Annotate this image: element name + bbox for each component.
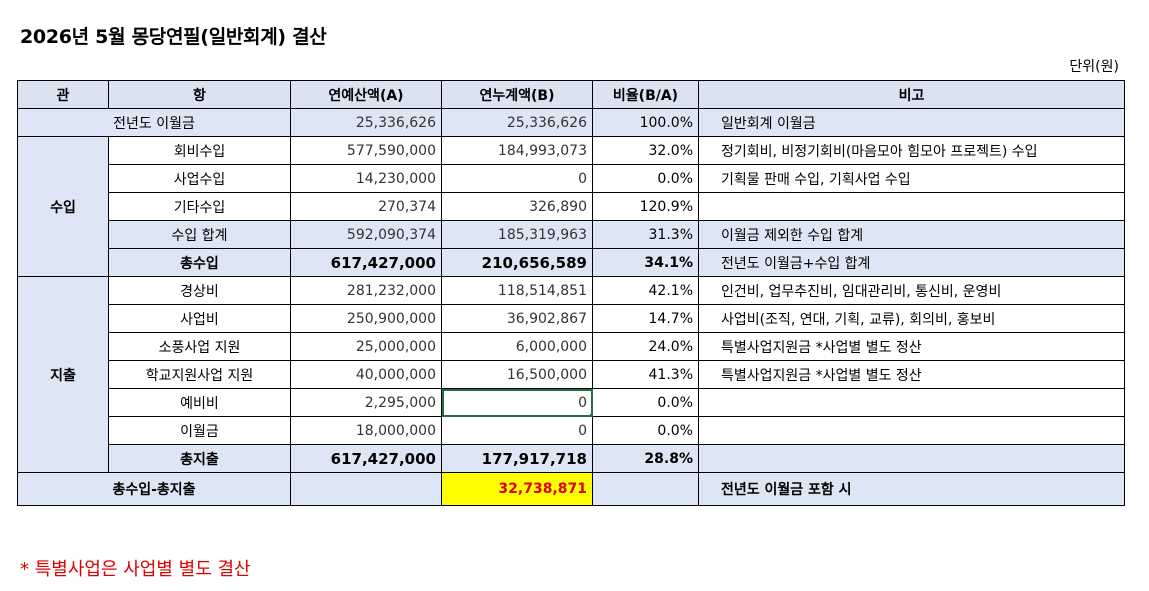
income-group-label[interactable]: 수입 — [17, 136, 109, 277]
row-ratio[interactable]: 120.9% — [592, 192, 699, 221]
row-note[interactable] — [698, 416, 1125, 445]
row-label[interactable]: 사업비 — [108, 304, 291, 333]
table-row: 수입 합계 592,090,374 185,319,963 31.3% 이월금 … — [17, 220, 1125, 249]
row-budget[interactable]: 14,230,000 — [290, 164, 442, 193]
carryover-note[interactable]: 일반회계 이월금 — [698, 108, 1125, 137]
table-row: 사업비 250,900,000 36,902,867 14.7% 사업비(조직,… — [18, 304, 1125, 333]
row-note[interactable] — [698, 192, 1125, 221]
row-note[interactable] — [698, 444, 1125, 473]
row-budget[interactable]: 40,000,000 — [290, 360, 442, 389]
balance-budget-cell[interactable] — [290, 472, 442, 506]
row-note[interactable]: 인건비, 업무추진비, 임대관리비, 통신비, 운영비 — [698, 276, 1125, 305]
row-budget[interactable]: 617,427,000 — [290, 248, 442, 277]
row-actual[interactable]: 210,656,589 — [441, 248, 593, 277]
balance-note[interactable]: 전년도 이월금 포함 시 — [698, 472, 1125, 506]
header-row: 관 항 연예산액(A) 연누계액(B) 비율(B/A) 비고 — [17, 80, 1125, 109]
row-budget[interactable]: 25,000,000 — [290, 332, 442, 361]
row-budget[interactable]: 577,590,000 — [290, 136, 442, 165]
row-label[interactable]: 소풍사업 지원 — [108, 332, 291, 361]
balance-actual[interactable]: 32,738,871 — [441, 472, 593, 506]
settlement-table: 관 항 연예산액(A) 연누계액(B) 비율(B/A) 비고 전년도 이월금 2… — [17, 80, 1125, 506]
row-actual[interactable]: 0 — [441, 164, 593, 193]
row-ratio[interactable]: 14.7% — [592, 304, 699, 333]
row-label[interactable]: 사업수입 — [108, 164, 291, 193]
header-ratio[interactable]: 비율(B/A) — [592, 80, 699, 109]
header-budget[interactable]: 연예산액(A) — [290, 80, 442, 109]
row-ratio[interactable]: 31.3% — [592, 220, 699, 249]
balance-row: 총수입-총지출 32,738,871 전년도 이월금 포함 시 — [17, 472, 1125, 506]
row-actual[interactable]: 184,993,073 — [441, 136, 593, 165]
balance-label[interactable]: 총수입-총지출 — [17, 472, 291, 506]
row-actual[interactable]: 118,514,851 — [441, 276, 593, 305]
row-budget[interactable]: 2,295,000 — [290, 388, 442, 417]
table-row: 지출 경상비 281,232,000 118,514,851 42.1% 인건비… — [17, 276, 1125, 473]
row-ratio[interactable]: 0.0% — [592, 388, 699, 417]
table-row: 총지출 617,427,000 177,917,718 28.8% — [17, 444, 1125, 473]
row-label[interactable]: 기타수입 — [108, 192, 291, 221]
header-actual[interactable]: 연누계액(B) — [441, 80, 593, 109]
row-ratio[interactable]: 42.1% — [592, 276, 699, 305]
row-actual[interactable]: 326,890 — [441, 192, 593, 221]
row-budget[interactable]: 250,900,000 — [290, 304, 442, 333]
row-label[interactable]: 총지출 — [108, 444, 291, 473]
row-note[interactable]: 기획물 판매 수입, 기획사업 수입 — [698, 164, 1125, 193]
row-label[interactable]: 총수입 — [108, 248, 291, 277]
table-row: 소풍사업 지원 25,000,000 6,000,000 24.0% 특별사업지… — [18, 332, 1125, 361]
row-budget[interactable]: 270,374 — [290, 192, 442, 221]
row-note[interactable]: 특별사업지원금 *사업별 별도 정산 — [698, 360, 1125, 389]
header-hang[interactable]: 항 — [108, 80, 291, 109]
row-budget[interactable]: 281,232,000 — [290, 276, 442, 305]
header-gwan[interactable]: 관 — [17, 80, 109, 109]
row-actual[interactable]: 177,917,718 — [441, 444, 593, 473]
row-actual[interactable]: 16,500,000 — [441, 360, 593, 389]
footnote: * 특별사업은 사업별 별도 결산 — [20, 559, 251, 580]
table-row: 수입 회비수입 577,590,000 184,993,073 32.0% 정기… — [17, 136, 1125, 277]
row-ratio[interactable]: 41.3% — [592, 360, 699, 389]
row-actual[interactable]: 185,319,963 — [441, 220, 593, 249]
row-ratio[interactable]: 28.8% — [592, 444, 699, 473]
row-note[interactable]: 이월금 제외한 수입 합계 — [698, 220, 1125, 249]
unit-label: 단위(원) — [1069, 59, 1119, 75]
row-ratio[interactable]: 24.0% — [592, 332, 699, 361]
table-row: 총수입 617,427,000 210,656,589 34.1% 전년도 이월… — [17, 248, 1125, 277]
table-row: 사업수입 14,230,000 0 0.0% 기획물 판매 수입, 기획사업 수… — [18, 164, 1125, 193]
carryover-ratio[interactable]: 100.0% — [592, 108, 699, 137]
table-row: 예비비 2,295,000 0 0.0% — [18, 388, 1125, 417]
row-label[interactable]: 회비수입 — [108, 136, 291, 165]
row-note[interactable]: 사업비(조직, 연대, 기획, 교류), 회의비, 홍보비 — [698, 304, 1125, 333]
row-note[interactable] — [698, 388, 1125, 417]
row-ratio[interactable]: 0.0% — [592, 164, 699, 193]
carryover-label[interactable]: 전년도 이월금 — [17, 108, 291, 137]
row-label[interactable]: 예비비 — [108, 388, 291, 417]
row-actual[interactable]: 6,000,000 — [441, 332, 593, 361]
row-note[interactable]: 정기회비, 비정기회비(마음모아 힘모아 프로젝트) 수입 — [698, 136, 1125, 165]
row-label[interactable]: 수입 합계 — [108, 220, 291, 249]
selected-cell[interactable]: 0 — [441, 388, 593, 417]
row-ratio[interactable]: 34.1% — [592, 248, 699, 277]
row-ratio[interactable]: 0.0% — [592, 416, 699, 445]
row-budget[interactable]: 592,090,374 — [290, 220, 442, 249]
row-label[interactable]: 이월금 — [108, 416, 291, 445]
row-note[interactable]: 전년도 이월금+수입 합계 — [698, 248, 1125, 277]
row-ratio[interactable]: 32.0% — [592, 136, 699, 165]
row-label[interactable]: 학교지원사업 지원 — [108, 360, 291, 389]
row-budget[interactable]: 18,000,000 — [290, 416, 442, 445]
row-label[interactable]: 경상비 — [108, 276, 291, 305]
report-title: 2026년 5월 몽당연필(일반회계) 결산 — [20, 26, 327, 48]
header-note[interactable]: 비고 — [698, 80, 1125, 109]
row-note[interactable]: 특별사업지원금 *사업별 별도 정산 — [698, 332, 1125, 361]
expense-group-label[interactable]: 지출 — [17, 276, 109, 473]
row-actual[interactable]: 36,902,867 — [441, 304, 593, 333]
row-actual[interactable]: 0 — [441, 416, 593, 445]
carryover-row: 전년도 이월금 25,336,626 25,336,626 100.0% 일반회… — [17, 108, 1125, 137]
table-row: 학교지원사업 지원 40,000,000 16,500,000 41.3% 특별… — [18, 360, 1125, 389]
carryover-budget[interactable]: 25,336,626 — [290, 108, 442, 137]
table-row: 기타수입 270,374 326,890 120.9% — [18, 192, 1125, 221]
carryover-actual[interactable]: 25,336,626 — [441, 108, 593, 137]
row-budget[interactable]: 617,427,000 — [290, 444, 442, 473]
table-row: 이월금 18,000,000 0 0.0% — [18, 416, 1125, 445]
balance-ratio-cell[interactable] — [592, 472, 699, 506]
